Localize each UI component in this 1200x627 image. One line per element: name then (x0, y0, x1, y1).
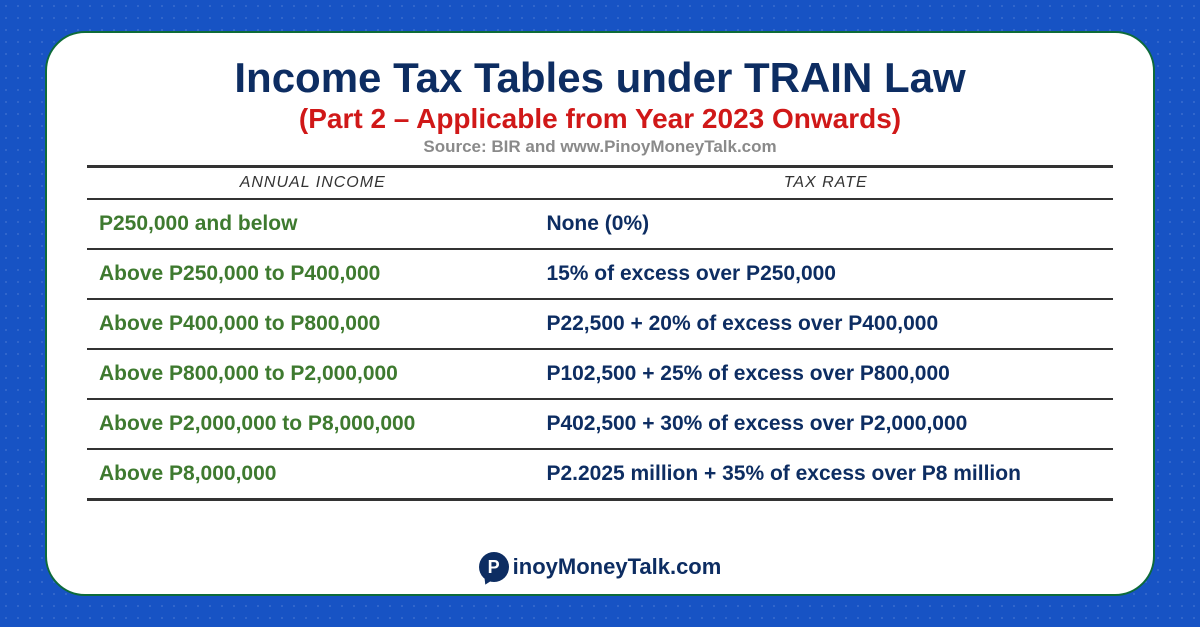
table-row: P250,000 and below None (0%) (87, 200, 1113, 248)
footer-text: inoyMoneyTalk.com (513, 554, 722, 580)
tax-table-card: Income Tax Tables under TRAIN Law (Part … (45, 31, 1155, 596)
cell-income: Above P400,000 to P800,000 (87, 312, 538, 336)
table-row: Above P2,000,000 to P8,000,000 P402,500 … (87, 398, 1113, 448)
main-title: Income Tax Tables under TRAIN Law (87, 55, 1113, 101)
tax-table: ANNUAL INCOME TAX RATE P250,000 and belo… (87, 165, 1113, 542)
cell-rate: P102,500 + 25% of excess over P800,000 (538, 362, 1113, 386)
cell-rate: P22,500 + 20% of excess over P400,000 (538, 312, 1113, 336)
col-header-income: ANNUAL INCOME (87, 174, 538, 192)
table-row: Above P8,000,000 P2.2025 million + 35% o… (87, 448, 1113, 501)
subtitle: (Part 2 – Applicable from Year 2023 Onwa… (87, 103, 1113, 135)
cell-income: Above P250,000 to P400,000 (87, 262, 538, 286)
footer-branding: P inoyMoneyTalk.com (87, 552, 1113, 582)
cell-rate: P402,500 + 30% of excess over P2,000,000 (538, 412, 1113, 436)
cell-rate: 15% of excess over P250,000 (538, 262, 1113, 286)
cell-income: Above P800,000 to P2,000,000 (87, 362, 538, 386)
table-row: Above P400,000 to P800,000 P22,500 + 20%… (87, 298, 1113, 348)
cell-rate: None (0%) (538, 212, 1113, 236)
source-line: Source: BIR and www.PinoyMoneyTalk.com (87, 137, 1113, 157)
cell-income: Above P8,000,000 (87, 462, 538, 486)
table-row: Above P800,000 to P2,000,000 P102,500 + … (87, 348, 1113, 398)
table-row: Above P250,000 to P400,000 15% of excess… (87, 248, 1113, 298)
table-header: ANNUAL INCOME TAX RATE (87, 165, 1113, 200)
cell-rate: P2.2025 million + 35% of excess over P8 … (538, 462, 1113, 486)
cell-income: P250,000 and below (87, 212, 538, 236)
cell-income: Above P2,000,000 to P8,000,000 (87, 412, 538, 436)
logo-icon: P (479, 552, 509, 582)
logo-letter: P (488, 557, 500, 578)
col-header-rate: TAX RATE (538, 174, 1113, 192)
